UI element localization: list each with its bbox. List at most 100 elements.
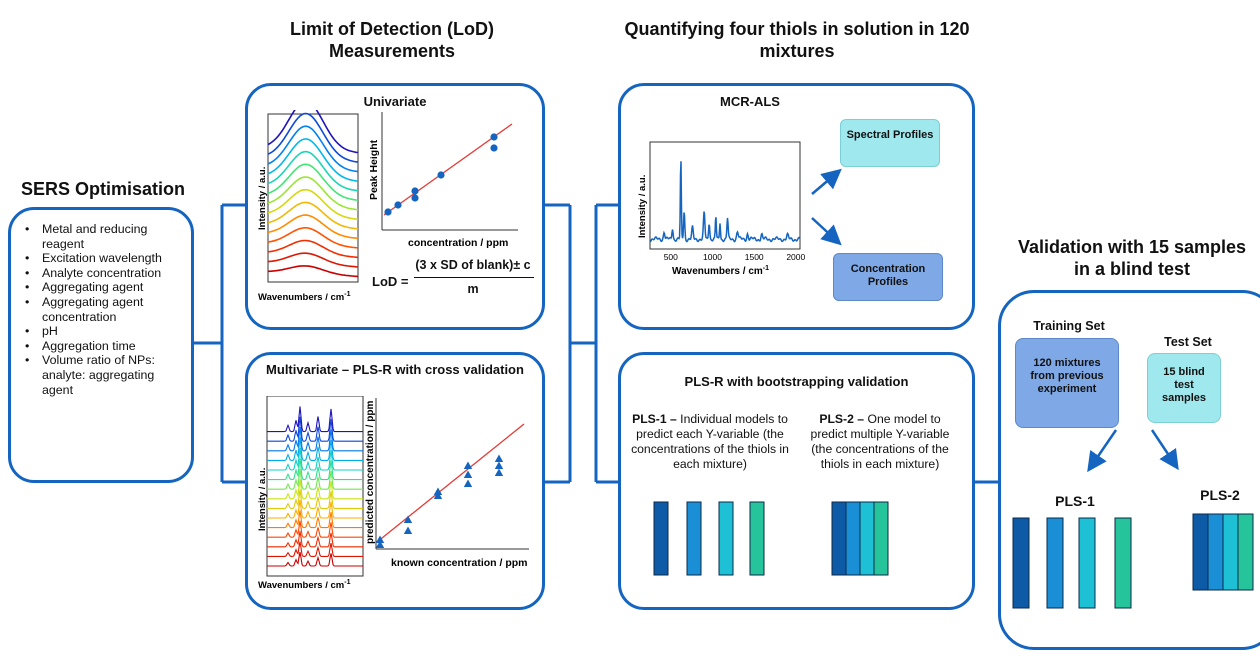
spectrum-curve [267,150,359,192]
spectrum-curve [267,201,359,230]
data-point [463,479,473,487]
spectra-x-label: Wavenumbers / cm [258,580,344,591]
plot-frame [649,141,801,250]
spectra-x-label: Wavenumbers / cm [258,292,344,303]
sers-factor-list: Metal and reducing reagent Excitation wa… [18,222,188,397]
pls2-model-bar [1207,513,1224,591]
validation-bars [1012,513,1254,609]
spectrum-curve [267,239,359,259]
pls1-model-bar [1012,517,1030,609]
pls2-text: One model to predict multiple Y-variable… [810,412,950,471]
mcr-arrows [811,168,842,246]
spectrum-curve [267,176,359,211]
data-point [411,194,419,202]
pls1-text: Individual models to predict each Y-vari… [631,412,789,471]
spectrum-curve [267,110,359,154]
plot-frame [266,396,364,577]
lod-formula: LoD = (3 x SD of blank)± c m [372,258,537,298]
spectrum-curve [267,541,363,557]
spectrum-curve [267,163,359,201]
svg-text:Wavenumbers / cm-1: Wavenumbers / cm-1 [258,291,351,303]
mcr-als-title: MCR-ALS [720,94,780,109]
quant-title: Quantifying four thiols in solution in 1… [624,19,970,61]
list-item: Volume ratio of NPs: analyte: aggregatin… [18,353,188,397]
formula-numerator: (3 x SD of blank)± c [415,258,531,272]
pls1-model-bar [718,501,734,576]
data-point [375,540,385,548]
spectrum-curve [267,458,363,481]
list-item: Metal and reducing reagent [18,222,188,251]
plot-frame [267,113,359,283]
pls1-description: PLS-1 – Individual models to predict eac… [631,412,789,472]
spectrum-curve [267,125,359,173]
spectrum-curve [267,531,363,548]
data-point [394,201,402,209]
x-tick-label: 1000 [703,252,722,262]
spectrum-curve [267,138,359,182]
pls1-heading: PLS-1 – [632,412,677,426]
test-set-text: 15 blind test samples [1161,366,1207,404]
x-tick-label: 500 [664,252,678,262]
list-item: Aggregating agent [18,280,188,295]
data-point [494,454,504,462]
spectra-y-label: Intensity / a.u. [258,167,268,230]
lod-title: Limit of Detection (LoD) Measurements [290,19,494,61]
svg-text:Wavenumbers / cm-1: Wavenumbers / cm-1 [672,265,769,277]
spectral-profiles-label: Spectral Profiles [846,129,934,141]
pls2-model-bar [873,501,889,576]
pls2-model-bar [845,501,861,576]
plsr-box [618,352,975,610]
mcr-spectrum-plot: 500 1000 1500 2000 Intensity / a.u. Wave… [637,141,806,277]
multivariate-title: Multivariate – PLS-R with cross validati… [266,362,524,377]
test-set-box: 15 blind test samples [1147,353,1221,423]
data-point [433,491,443,499]
arrow-right-icon [811,168,842,195]
spectrum-curve [267,406,363,433]
data-point [463,461,473,469]
fit-line [383,123,513,216]
spectrum-curve [267,551,363,567]
univariate-calibration-plot: Peak Height concentration / ppm [370,112,518,249]
arrow-right-icon [811,217,842,246]
mcr-spectrum-line [649,161,801,243]
fit-line [376,423,525,543]
concentration-profiles-label: Concentration Profiles [850,263,926,288]
plsr-title: PLS-R with bootstrapping validation [684,374,909,389]
pls1-model-bar [1046,517,1064,609]
list-item: Excitation wavelength [18,251,188,266]
spectrum-curve [267,499,363,519]
data-point [463,470,473,478]
spectra-y-label: Intensity / a.u. [258,468,268,531]
validation-title: Validation with 15 samples in a blind te… [1017,237,1247,279]
list-item: pH [18,324,188,339]
arrow-down-left-icon [1087,429,1118,473]
multivariate-spectra-plot: Intensity / a.u. Wavenumbers / cm-1 [258,396,364,591]
data-point [437,171,445,179]
spectral-profiles-box: Spectral Profiles [840,119,940,167]
training-set-text: 120 mixtures from previous experiment [1030,357,1104,395]
pls2-heading: PLS-2 – [819,412,865,426]
pls1-model-bar [749,501,765,576]
mcr-x-sup: -1 [763,265,769,272]
validation-pls2-label: PLS-2 [1200,487,1240,503]
training-set-box: 120 mixtures from previous experiment [1015,338,1119,428]
data-point [403,526,413,534]
spectrum-curve [268,265,359,278]
calibration-y-label: predicted concentration / ppm [365,401,376,544]
training-set-label: Training Set [1033,319,1105,333]
data-point [403,515,413,523]
data-point [411,187,419,195]
list-item: Analyte concentration [18,266,188,281]
spectra-stack [267,110,359,278]
data-point [490,133,498,141]
pls2-description: PLS-2 – One model to predict multiple Y-… [800,412,960,472]
concentration-profiles-box: Concentration Profiles [833,253,943,301]
formula-denominator: m [467,282,479,296]
spectrum-curve [267,489,363,509]
spectrum-curve [267,510,363,529]
prediction-points [375,454,504,548]
mcr-y-label: Intensity / a.u. [637,175,648,238]
pls1-model-bar [1114,517,1132,609]
data-point [384,208,392,216]
